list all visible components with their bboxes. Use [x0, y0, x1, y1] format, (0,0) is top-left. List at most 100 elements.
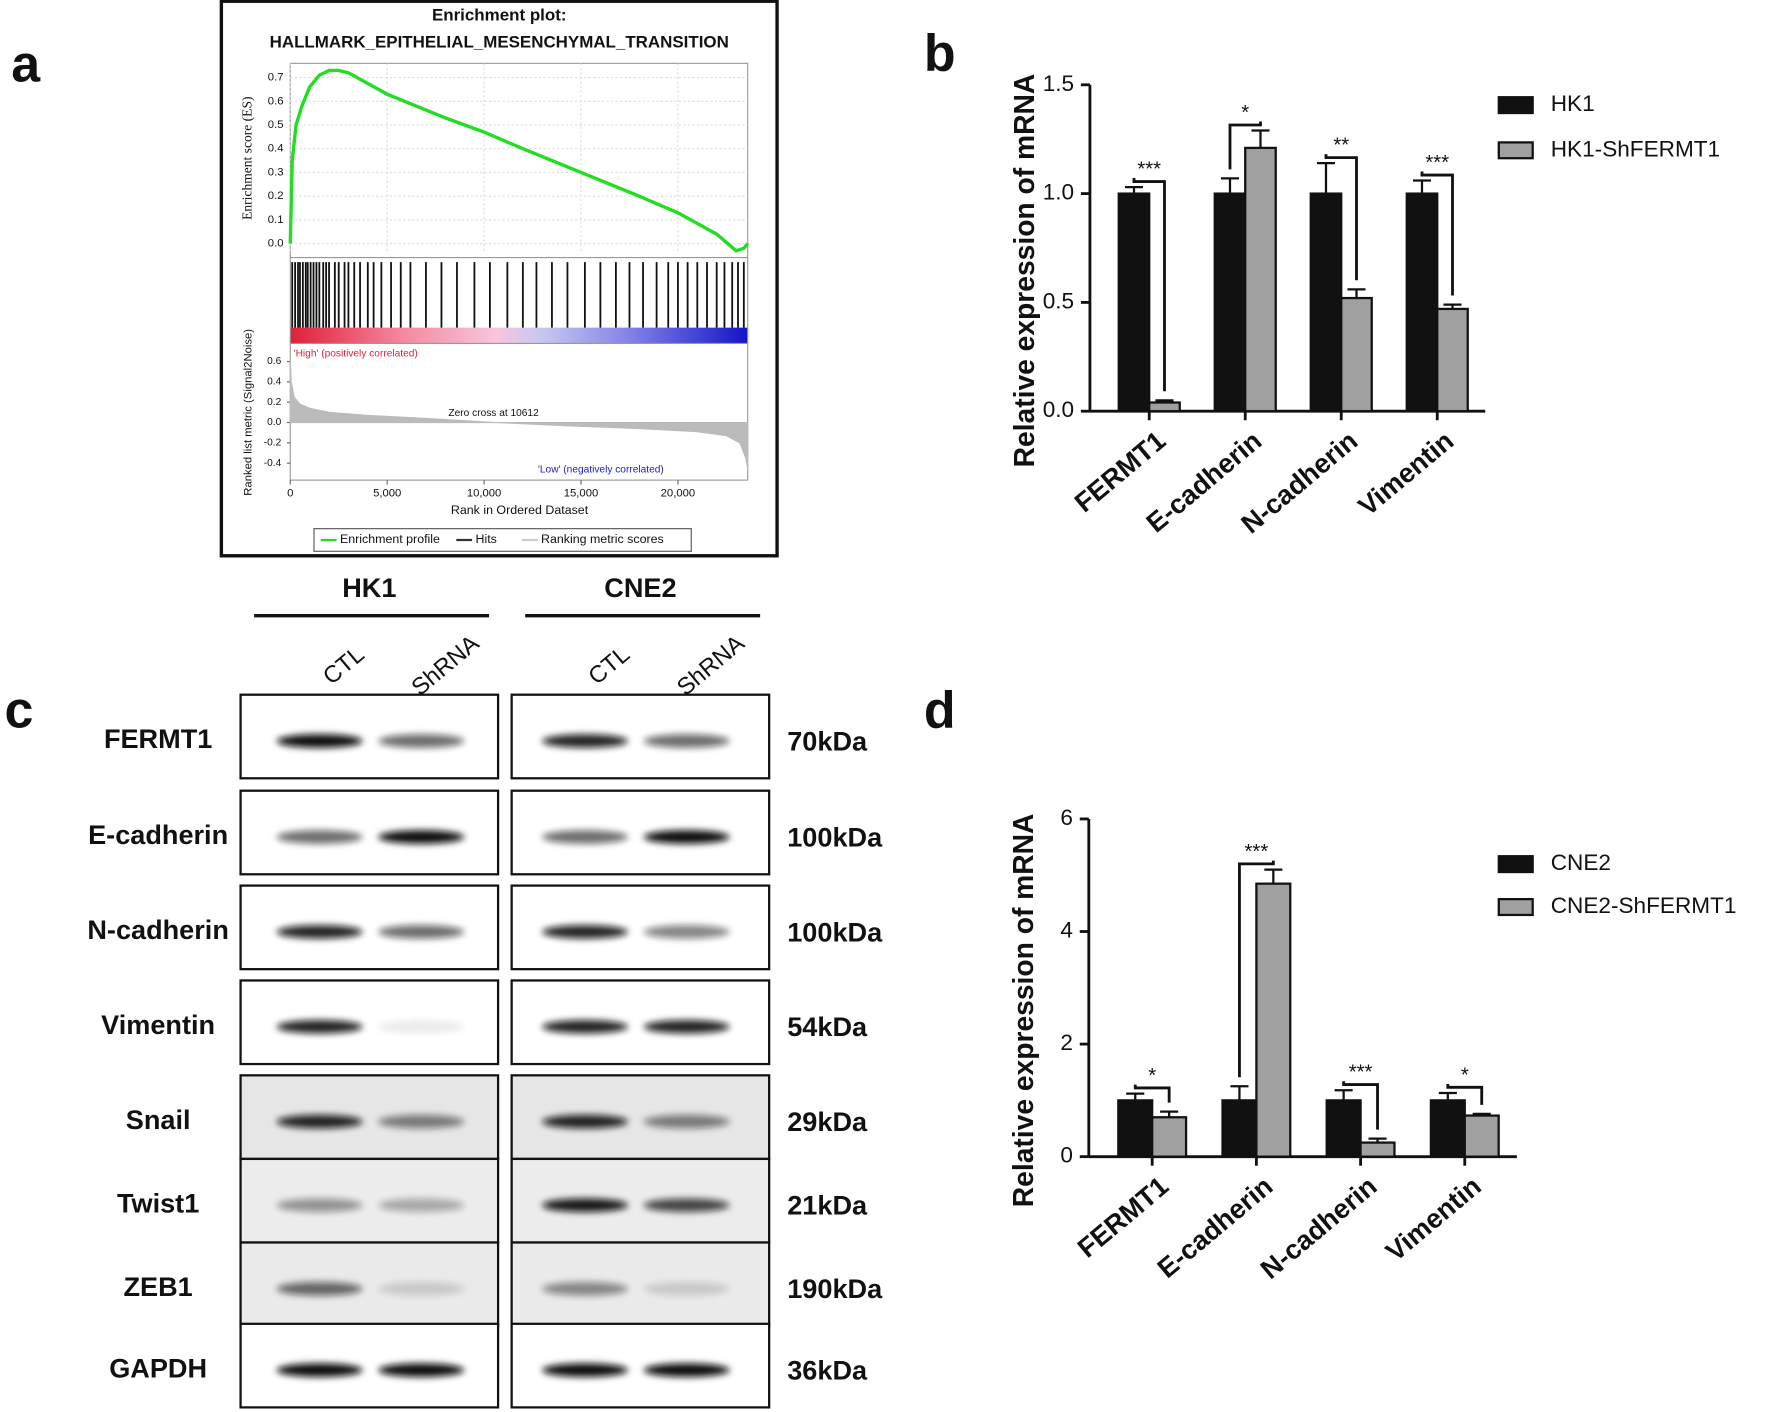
significance-label: * [1148, 1065, 1156, 1087]
plot-frame [289, 62, 749, 481]
significance-label: *** [1425, 152, 1449, 174]
protein-label: GAPDH [109, 1352, 207, 1383]
x-tick-label: 0 [287, 488, 293, 500]
lane-label: ShRNA [407, 630, 484, 701]
y-tick-label: 6 [1060, 805, 1073, 830]
band [276, 1114, 363, 1129]
protein-label: N-cadherin [87, 914, 229, 945]
y-tick-label: -0.4 [264, 458, 282, 469]
legend-label: HK1-ShFERMT1 [1551, 136, 1720, 161]
y-tick-label: 0.5 [268, 119, 284, 131]
legend-label: Ranking metric scores [541, 532, 664, 546]
y-tick-label: 0.4 [268, 143, 284, 155]
legend-label: Enrichment profile [340, 532, 440, 546]
x-axis-label: Rank in Ordered Dataset [451, 503, 589, 517]
protein-label: FERMT1 [104, 723, 212, 754]
significance-label: * [1461, 1064, 1469, 1086]
band [542, 830, 628, 844]
bar [1436, 307, 1469, 413]
bar [1309, 192, 1343, 413]
band [378, 734, 465, 748]
blot-panel [239, 1322, 500, 1409]
band [276, 1282, 363, 1296]
x-tick-label: 10,000 [467, 488, 502, 500]
band [542, 1282, 628, 1296]
band [643, 830, 730, 844]
panel-label: a [11, 36, 41, 94]
blot-panel [510, 979, 771, 1066]
protein-label: Snail [126, 1104, 191, 1135]
y-tick-label: 0.5 [1043, 288, 1074, 313]
y-tick-label: 0.6 [268, 95, 284, 107]
band [276, 734, 363, 748]
ranking-metric-area [289, 359, 749, 469]
x-tick-label: N-cadherin [1254, 1170, 1382, 1285]
band [542, 1198, 628, 1212]
legend-swatch [1497, 855, 1534, 874]
bracket [1132, 178, 1166, 392]
annotation: 'High' (positively correlated) [294, 348, 418, 359]
band [378, 1282, 465, 1296]
bar [1325, 1099, 1362, 1158]
bracket [1446, 1084, 1484, 1105]
y-tick-label: 4 [1060, 917, 1073, 942]
blot-panel [510, 789, 771, 876]
bar [1148, 401, 1181, 413]
size-label: 100kDa [787, 821, 883, 852]
band [643, 925, 730, 939]
cell-line-label: HK1 [342, 572, 396, 603]
significance-label: *** [1349, 1062, 1373, 1084]
band [378, 1198, 465, 1212]
blot-panel [239, 884, 500, 971]
band [378, 1114, 465, 1129]
size-label: 54kDa [787, 1011, 868, 1042]
y-tick-label: 0 [1060, 1143, 1073, 1168]
cell-line-label: CNE2 [604, 572, 676, 603]
bar [1221, 1099, 1258, 1158]
blot-panel [510, 1322, 771, 1409]
blot-panel [239, 1157, 500, 1244]
significance-label: *** [1245, 841, 1269, 863]
y-tick-label: 0.7 [268, 72, 284, 84]
enrichment-profile [288, 68, 750, 253]
y-tick-label: 0.0 [1043, 397, 1074, 422]
bar [1405, 192, 1439, 413]
blot-panel [510, 1241, 771, 1328]
y-tick-label: 0.0 [268, 238, 284, 250]
gsea-frame [219, 0, 779, 558]
bar [1117, 1099, 1154, 1158]
y-tick-label: 0.4 [267, 377, 281, 388]
size-label: 29kDa [787, 1106, 868, 1137]
band [643, 1363, 730, 1377]
panel-label: d [924, 682, 956, 740]
protein-label: Twist1 [117, 1187, 199, 1218]
legend-label: CNE2-ShFERMT1 [1551, 893, 1737, 918]
band [643, 1114, 730, 1129]
y-tick-label: 0.2 [267, 397, 281, 408]
x-tick-label: Vimentin [1380, 1170, 1487, 1267]
y-axis-label: Relative expression of mRNA [1007, 814, 1039, 1208]
band [643, 734, 730, 748]
panel-label: c [5, 682, 34, 740]
size-label: 70kDa [787, 725, 868, 756]
lane-label: CTL [584, 642, 635, 691]
band [643, 1198, 730, 1212]
legend-swatch [1497, 898, 1534, 917]
legend-swatch [1497, 141, 1534, 160]
band [378, 1363, 465, 1377]
blot-panel [239, 979, 500, 1066]
legend-box [313, 528, 692, 552]
band [542, 925, 628, 939]
y-tick-label: 1.5 [1043, 71, 1074, 96]
band [378, 925, 465, 939]
band [276, 1363, 363, 1377]
bar [1151, 1116, 1188, 1158]
y-tick-label: -0.2 [264, 438, 282, 449]
legend-label: Hits [476, 532, 497, 546]
x-tick-label: 5,000 [373, 488, 401, 500]
bar [1429, 1099, 1466, 1158]
band [276, 1198, 363, 1212]
y-tick-label: 1.0 [1043, 180, 1074, 205]
bracket [1420, 171, 1454, 296]
